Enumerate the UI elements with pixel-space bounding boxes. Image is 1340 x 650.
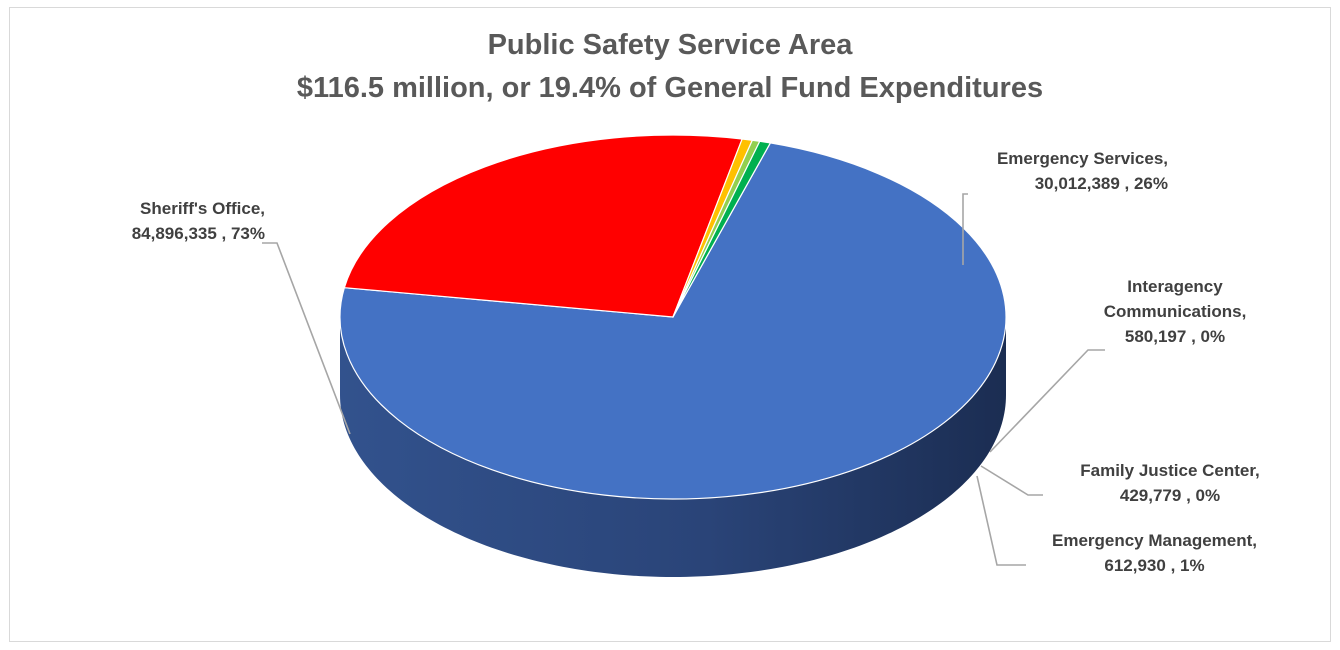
chart-title: Public Safety Service Area $116.5 millio… — [0, 24, 1340, 110]
leader-line-emergency-management — [976, 475, 1026, 566]
label-family-justice-name: Family Justice Center, — [1080, 461, 1260, 480]
label-interagency-name-1: Interagency — [1127, 277, 1223, 296]
label-family-justice-center: Family Justice Center, 429,779 , 0% — [1060, 458, 1280, 508]
chart-title-line-1: Public Safety Service Area — [487, 29, 853, 61]
label-emergency-management-value: 612,930 , 1% — [1104, 556, 1205, 575]
label-sheriffs-office-value: 84,896,335 , 73% — [131, 224, 265, 243]
label-emergency-services: Emergency Services, 30,012,389 , 26% — [930, 146, 1168, 196]
leader-line-family-justice-center — [980, 465, 1043, 496]
label-emergency-management: Emergency Management, 612,930 , 1% — [1022, 528, 1287, 578]
pie-slice-emergency-services — [343, 134, 743, 318]
label-interagency-name-2: Communications, — [1103, 302, 1247, 321]
label-emergency-services-value: 30,012,389 , 26% — [1034, 174, 1168, 193]
label-sheriffs-office: Sheriff's Office, 84,896,335 , 73% — [70, 196, 265, 246]
chart-title-line-2: $116.5 million, or 19.4% of General Fund… — [296, 72, 1044, 104]
leader-line-sheriffs-office — [262, 242, 351, 435]
pie-slice-emergency-management — [672, 140, 771, 318]
pie-slices — [339, 134, 1007, 500]
label-family-justice-value: 429,779 , 0% — [1119, 486, 1221, 505]
pie-side-walls — [340, 317, 1006, 577]
label-interagency-communications: Interagency Communications, 580,197 , 0% — [1080, 274, 1270, 349]
leader-lines — [262, 193, 1105, 566]
leader-line-emergency-services — [962, 193, 968, 265]
leader-line-interagency-communications — [989, 349, 1105, 453]
pie-slice-sheriff-s-office — [339, 142, 1007, 500]
label-interagency-value: 580,197 , 0% — [1124, 327, 1226, 346]
label-emergency-management-name: Emergency Management, — [1051, 531, 1257, 550]
pie-side-sheriff-s-office — [340, 317, 1006, 577]
label-emergency-services-name: Emergency Services, — [996, 149, 1168, 168]
label-sheriffs-office-name: Sheriff's Office, — [140, 199, 265, 218]
